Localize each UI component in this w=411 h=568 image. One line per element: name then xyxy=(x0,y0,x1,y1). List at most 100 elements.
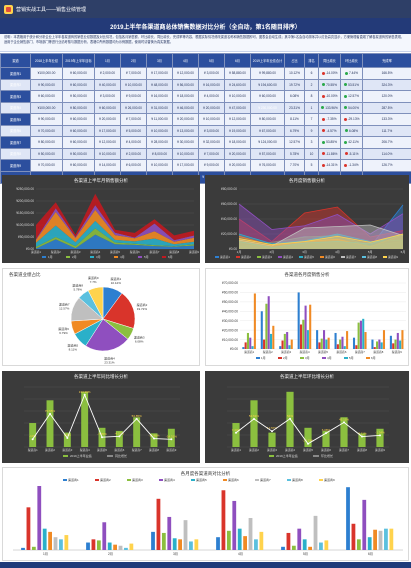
growth-value: -11.86% xyxy=(325,151,338,156)
data-label: -14% xyxy=(29,434,36,438)
bar xyxy=(64,535,69,550)
y-tick-label: ¥0.00 xyxy=(230,347,238,351)
x-tick-label: 渠道商1 xyxy=(244,350,254,354)
channel-area xyxy=(239,234,403,249)
y-tick-label: ¥50,000.00 xyxy=(222,300,238,304)
x-tick-label: 渠道商4 xyxy=(300,350,310,354)
table-cell: ¥ 30,000.00 xyxy=(172,136,199,149)
legend-swatch xyxy=(255,479,259,481)
x-tick-label: 渠道商7 xyxy=(339,448,349,452)
bar xyxy=(359,320,362,349)
x-tick-label: 渠道商1 xyxy=(28,448,38,452)
legend-swatch xyxy=(287,479,291,481)
bar xyxy=(267,296,270,349)
data-label: -29.13% xyxy=(302,439,314,443)
data-label: 54% xyxy=(287,414,293,418)
x-tick-label: 渠道商2 xyxy=(51,250,61,254)
table-row: 渠道商4 ¥100,000.00 ¥ 80,000.00 ¥ 60,000.00 ¥ 2… xyxy=(0,101,411,114)
up-indicator-icon xyxy=(344,129,348,133)
bar xyxy=(151,531,155,550)
table-cell: 8.11% xyxy=(284,113,305,126)
table-cell: 23.31% xyxy=(284,101,305,114)
slice-label: 渠道商5 xyxy=(67,343,78,348)
x-tick-label: 5月 xyxy=(368,250,373,254)
table-cell: ¥ 10,000.00 xyxy=(172,147,199,160)
table-header-row: 渠道 2018上半年业绩 2019年上半年目标 1月 2月 3月 4月 5月 6月 2019上半年… xyxy=(0,53,411,68)
table-cell: ¥ 26,000.00 xyxy=(120,101,147,114)
table-cell: ¥ 9,000.00 xyxy=(198,159,225,172)
x-tick-label: 渠道商3 xyxy=(267,448,277,452)
table-cell: ¥ 10,000.00 xyxy=(94,147,121,160)
line-point xyxy=(235,431,237,434)
y-tick-label: ¥20,000.00 xyxy=(221,232,237,236)
table-cell: ¥ 17,000.00 xyxy=(94,124,121,137)
legend-label: 渠道商8 xyxy=(292,477,303,482)
area-chart-panel: 各渠道上半年月销售额分析 ¥250,000.00 ¥200,000.00 ¥150,… xyxy=(2,175,200,263)
slice-value: 5.78% xyxy=(73,288,82,292)
x-tick-label: 渠道商9 xyxy=(375,448,385,452)
growth-value: -14.00% xyxy=(325,71,338,76)
legend-label: 3月 xyxy=(305,356,310,360)
bar xyxy=(269,333,273,349)
data-label: 53.51% xyxy=(249,414,260,418)
growth-value: 54.00% xyxy=(348,105,359,110)
down-indicator-icon xyxy=(321,71,325,75)
monthly-chart-panel: 各月度销售额分析 ¥80,000.00 ¥60,000.00 ¥40,000.00 ¥… xyxy=(205,175,409,263)
line-point xyxy=(66,437,69,439)
yoy-chart-panel: 各渠道上半年同比增长分析 -14% 渠道商1 70.55% 渠道商2 -10% 渠道商3 1… xyxy=(2,371,200,463)
table-cell: ¥ 20,000.00 xyxy=(94,113,121,126)
table-cell: 12.57% xyxy=(284,136,305,149)
slice-value: 19.72% xyxy=(137,307,148,311)
bar xyxy=(118,545,123,550)
x-tick-label: 4月 xyxy=(238,552,243,556)
down-indicator-icon xyxy=(322,117,326,121)
area-series-5 xyxy=(36,205,194,242)
table-cell: ¥ 70,000.00 xyxy=(30,124,63,137)
column-header: 环比增长 xyxy=(340,53,363,68)
legend-label: 1月 xyxy=(261,356,266,360)
column-header: 同比增长 xyxy=(318,53,341,68)
table-cell: ¥ 3,000.00 xyxy=(198,67,225,80)
legend-swatch xyxy=(215,256,219,258)
legend-label: 渠道商7 xyxy=(346,255,356,259)
x-tick-label: 5月 xyxy=(303,552,308,556)
yoy-chart: -14% 渠道商1 70.55% 渠道商2 -10% 渠道商3 133.96% 渠道商4 -7.… xyxy=(24,386,180,458)
y-tick-label: ¥0.00 xyxy=(229,247,237,251)
x-tick-label: 渠道商2 xyxy=(45,448,55,452)
bar xyxy=(26,507,31,550)
legend-swatch xyxy=(257,256,261,258)
table-cell: ¥ 5,000.00 xyxy=(120,124,147,137)
table-cell: 111.7% xyxy=(362,124,411,137)
pie-slice xyxy=(85,318,129,352)
x-tick-label: 渠道商8 xyxy=(149,448,159,452)
table-cell: ¥ 2,000.00 xyxy=(94,67,121,80)
slice-label: 渠道商8 xyxy=(72,283,83,288)
table-cell: ¥ 67,000.00 xyxy=(250,124,285,137)
legend-label: 1月 xyxy=(48,255,53,259)
legend-swatch xyxy=(341,256,345,258)
channel-name: 渠道商2 xyxy=(0,78,31,91)
data-label: 133.96% xyxy=(79,390,91,394)
data-label: -7.35% xyxy=(97,432,107,436)
line-point xyxy=(379,434,381,437)
bar xyxy=(346,331,349,349)
y-tick-label: ¥20,000.00 xyxy=(222,328,238,332)
growth-value: 12.57% xyxy=(348,94,359,99)
channel-name: 渠道商7 xyxy=(0,136,31,149)
line-point xyxy=(361,435,363,438)
table-row: 渠道商1 ¥100,000.00 ¥ 60,000.00 ¥ 2,000.00 ¥ 7,… xyxy=(0,67,411,80)
growth-value: 7.44% xyxy=(348,71,359,76)
bar xyxy=(226,530,231,550)
bar xyxy=(389,335,392,349)
legend-label: 渠道商8 xyxy=(367,255,377,259)
bar xyxy=(232,423,240,447)
slice-value: 8.11% xyxy=(69,348,78,352)
table-cell: ¥ 28,000.00 xyxy=(146,136,173,149)
legend-swatch xyxy=(191,479,195,481)
bar xyxy=(21,547,25,550)
table-cell: ¥ 60,000.00 xyxy=(30,90,63,103)
bar xyxy=(243,536,247,550)
bar xyxy=(283,333,286,349)
bar xyxy=(263,339,266,349)
bar xyxy=(313,515,318,550)
